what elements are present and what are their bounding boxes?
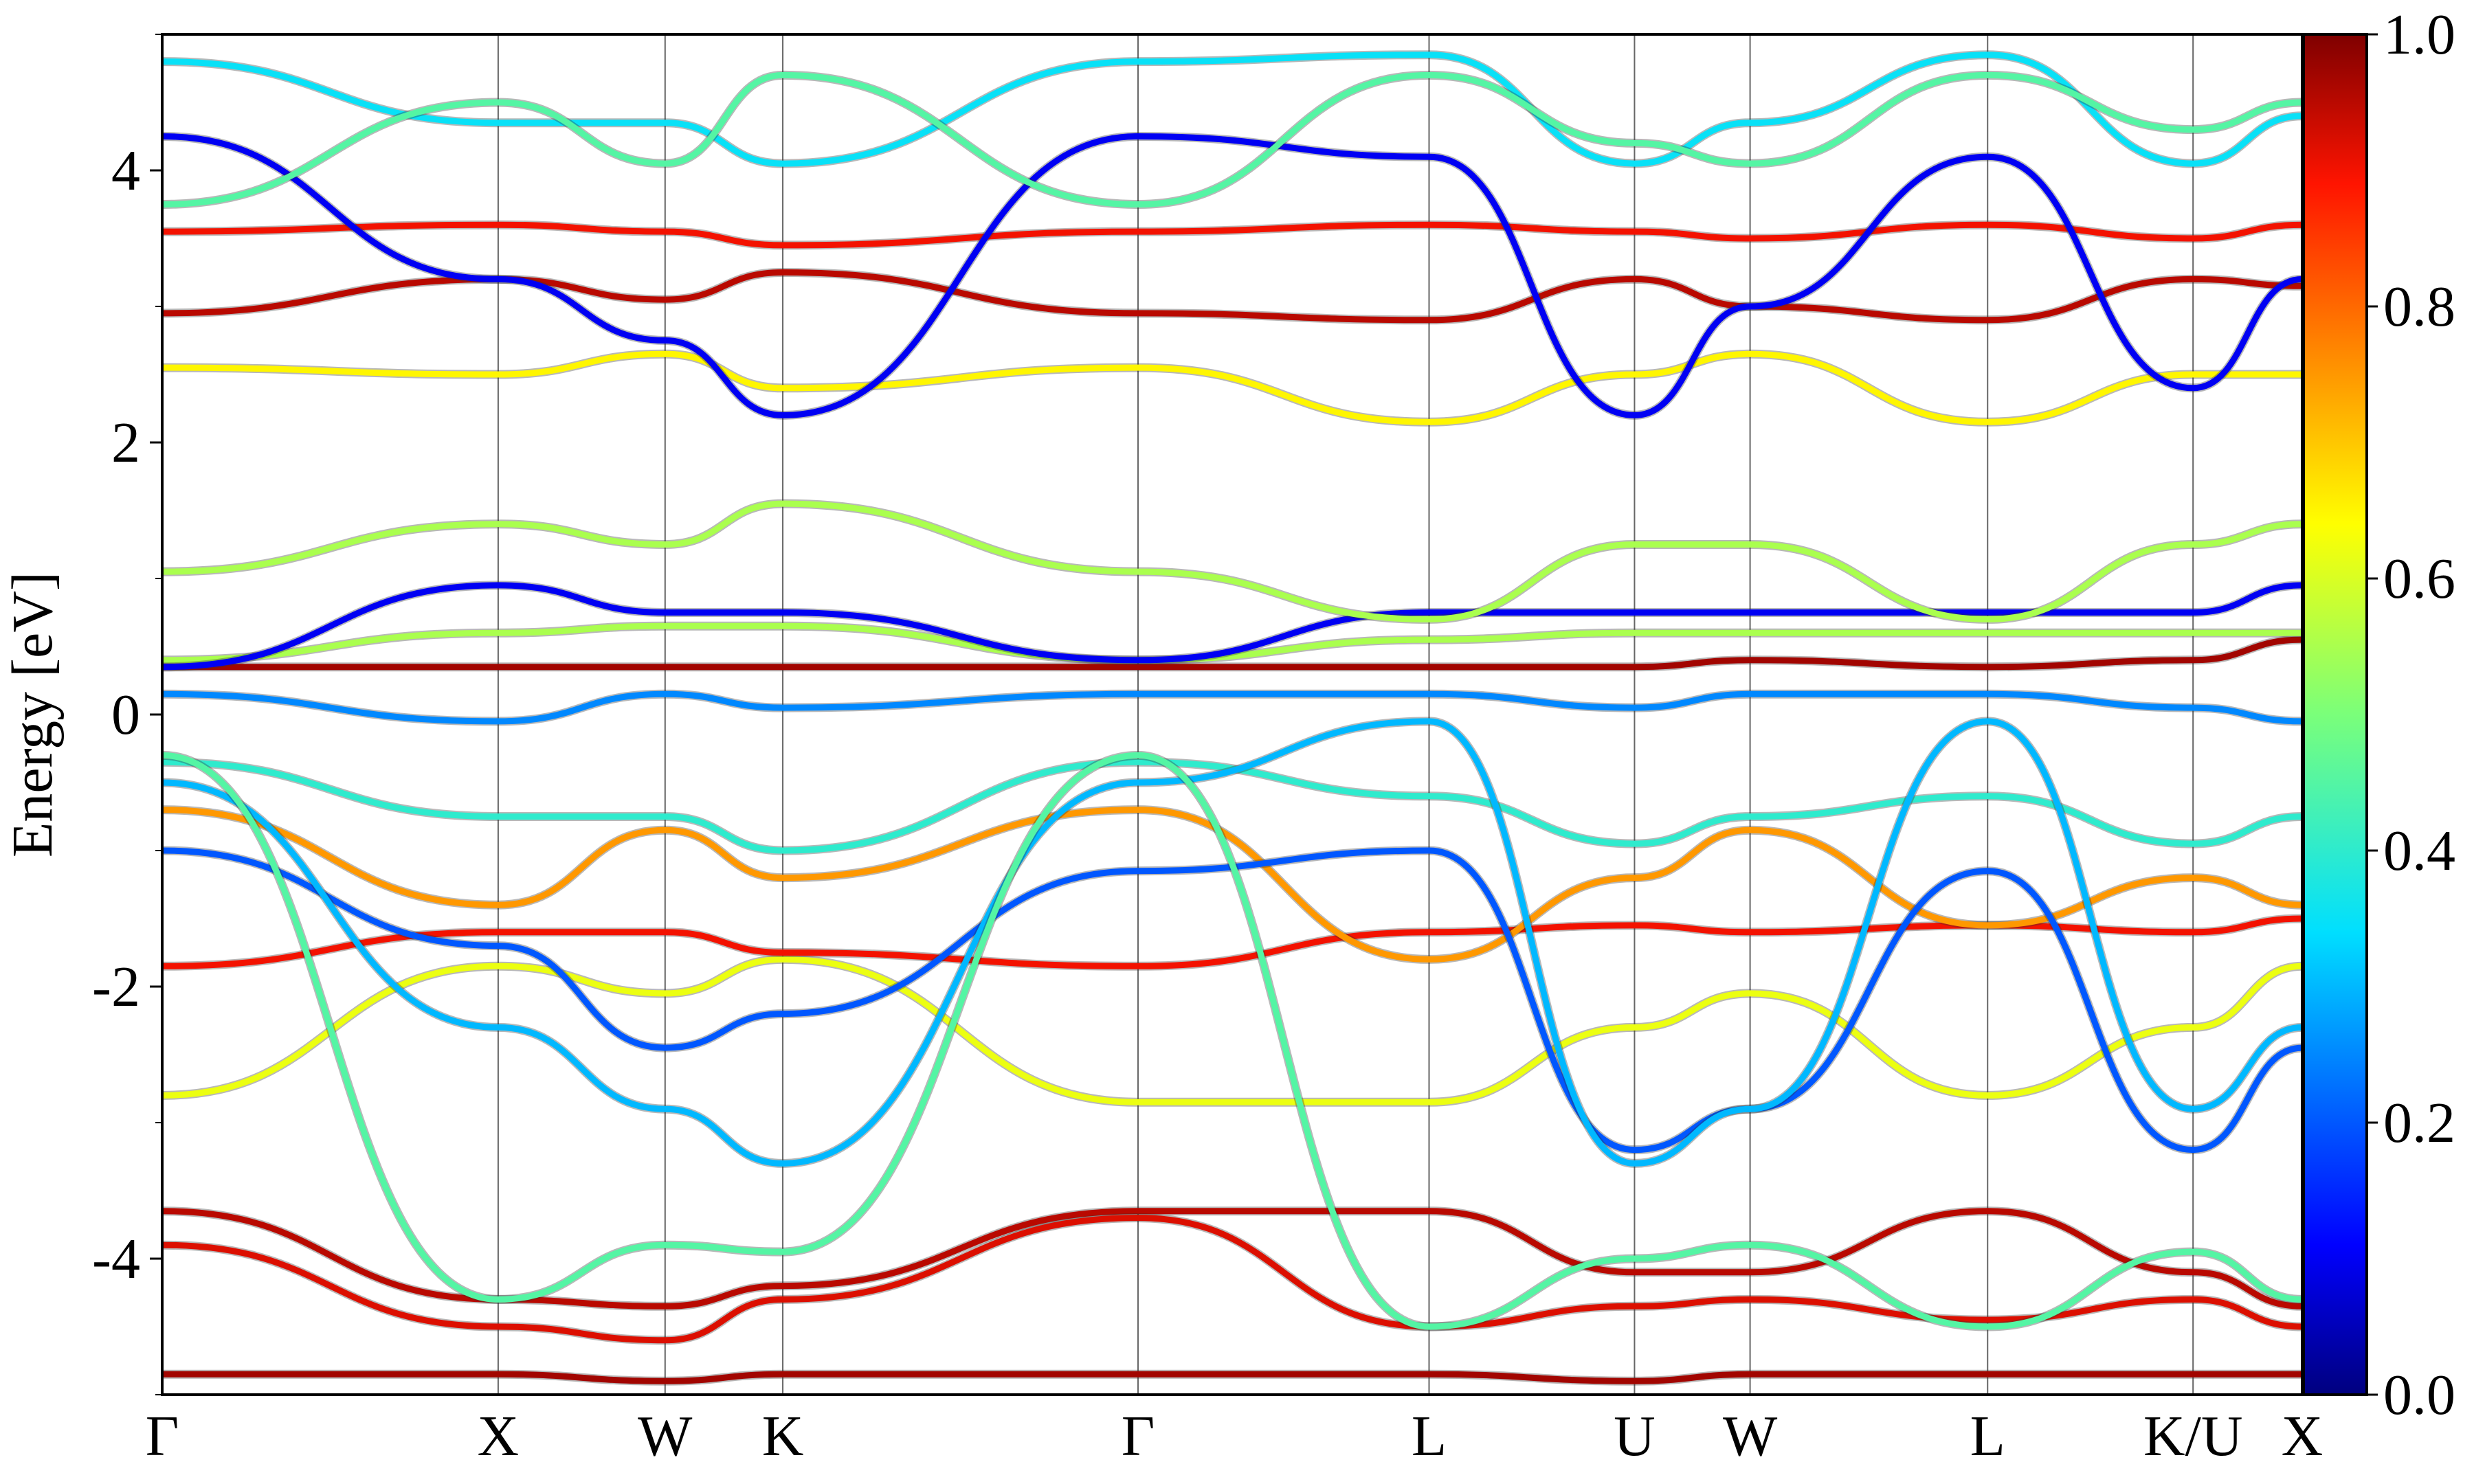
- band-line-17: [162, 52, 2302, 167]
- x-tick-label-1: X: [478, 1404, 520, 1468]
- colorbar-ticks: 0.0 0.2 0.4 0.6 0.8 1.0: [2367, 3, 2455, 1427]
- x-tick-label-4: Γ: [1122, 1404, 1155, 1468]
- band-line-2: [162, 1371, 2302, 1384]
- band-outline-5: [162, 805, 2302, 964]
- axis-ticks: Γ X W K Γ L U W L K/U X -4 -2 0 2 4: [92, 34, 2323, 1468]
- y-axis-label: Energy [eV]: [1, 572, 65, 857]
- colorbar-tick-label-4: 0.8: [2383, 275, 2455, 339]
- x-tick-label-5: L: [1412, 1404, 1447, 1468]
- band-line-20: [162, 752, 2302, 1330]
- band-line-13: [162, 350, 2302, 425]
- colorbar-tick-label-1: 0.2: [2383, 1091, 2455, 1155]
- band-line-19: [162, 718, 2302, 1167]
- y-tick-label-2: 0: [111, 683, 140, 747]
- band-line-3: [162, 956, 2302, 1105]
- x-tick-label-7: W: [1723, 1404, 1778, 1468]
- band-line-11: [162, 582, 2302, 671]
- grid-lines: [497, 34, 2194, 1395]
- y-tick-label-4: 4: [111, 139, 140, 203]
- colorbar-tick-label-5: 1.0: [2383, 3, 2455, 67]
- colorbar: 0.0 0.2 0.4 0.6 0.8 1.0: [2302, 3, 2455, 1427]
- x-tick-label-0: Γ: [146, 1404, 179, 1468]
- band-line-10: [162, 622, 2302, 664]
- band-line-5: [162, 807, 2302, 963]
- band-outline-13: [162, 349, 2302, 427]
- x-tick-label-2: W: [638, 1404, 693, 1468]
- colorbar-tick-label-0: 0.0: [2383, 1363, 2455, 1427]
- band-line-1: [162, 1215, 2302, 1344]
- band-outline-0: [162, 1206, 2302, 1311]
- band-line-8: [162, 690, 2302, 725]
- band-outline-12: [162, 499, 2302, 624]
- y-tick-label-0: -4: [92, 1227, 140, 1291]
- band-line-14: [162, 269, 2302, 324]
- y-tick-label-3: 2: [111, 411, 140, 475]
- x-tick-label-6: U: [1614, 1404, 1656, 1468]
- plot-frame: [161, 33, 2304, 1396]
- band-lines: [162, 50, 2302, 1386]
- x-tick-label-3: K: [762, 1404, 804, 1468]
- colorbar-gradient: [2302, 33, 2368, 1396]
- band-line-9: [162, 636, 2302, 671]
- band-line-12: [162, 500, 2302, 622]
- band-outline-11: [162, 581, 2302, 672]
- x-tick-label-10: X: [2282, 1404, 2323, 1468]
- band-line-7: [162, 758, 2302, 854]
- band-line-15: [162, 221, 2302, 249]
- colorbar-tick-label-3: 0.6: [2383, 547, 2455, 611]
- band-line-16: [162, 133, 2302, 418]
- band-line-0: [162, 1208, 2302, 1309]
- band-line-18: [162, 71, 2302, 208]
- band-line-6: [162, 847, 2302, 1154]
- x-tick-label-8: L: [1970, 1404, 2005, 1468]
- y-tick-label-1: -2: [92, 955, 140, 1019]
- colorbar-tick-label-2: 0.4: [2383, 819, 2455, 883]
- x-tick-label-9: K/U: [2143, 1404, 2243, 1468]
